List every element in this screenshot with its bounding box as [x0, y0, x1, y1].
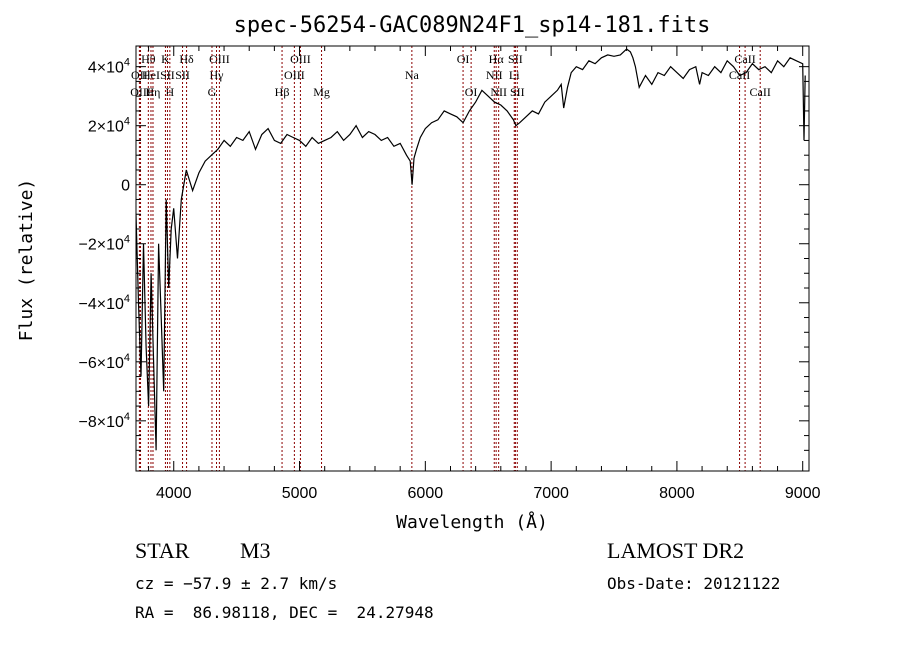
marker-label: NII	[486, 68, 503, 82]
y-tick-label: −6×104	[78, 352, 130, 372]
y-tick-label: 0	[121, 178, 130, 195]
object-subclass: M3	[240, 538, 271, 563]
spectrum-trace	[136, 48, 806, 451]
marker-label: G	[208, 85, 217, 99]
x-tick-label: 7000	[533, 485, 569, 502]
marker-label: OII	[131, 68, 148, 82]
marker-label: Hγ	[210, 68, 225, 82]
marker-label: SII	[160, 68, 175, 82]
marker-label: Li	[509, 68, 520, 82]
marker-label: OIII	[284, 68, 305, 82]
marker-label: Hθ	[141, 52, 156, 66]
y-tick-label: −2×104	[78, 234, 130, 254]
x-tick-label: 4000	[156, 485, 192, 502]
marker-label: OIII	[130, 85, 151, 99]
survey-name: LAMOST DR2	[607, 538, 745, 563]
marker-label: Na	[405, 68, 420, 82]
marker-label: Hα	[489, 52, 505, 66]
marker-label: H	[166, 85, 175, 99]
redshift-cz: cz = −57.9 ± 2.7 km/s	[135, 574, 338, 593]
marker-label: HeI	[142, 68, 160, 82]
coordinates: RA = 86.98118, DEC = 24.27948	[135, 603, 434, 622]
marker-label: SII	[508, 52, 523, 66]
y-tick-label: 4×104	[88, 57, 130, 77]
y-axis: 4×104 2×104 0 −2×104 −4×104 −6×104 −8×104	[78, 57, 809, 451]
marker-label: OI	[457, 52, 470, 66]
chart-title: spec-56254-GAC089N24F1_sp14-181.fits	[234, 13, 711, 38]
x-tick-label: 6000	[408, 485, 444, 502]
y-tick-label: −8×104	[78, 411, 130, 431]
marker-label: SII	[510, 85, 525, 99]
x-axis-label: Wavelength (Å)	[396, 511, 548, 533]
marker-label: Mg	[313, 85, 330, 99]
marker-label: OIII	[290, 52, 311, 66]
marker-label: Hδ	[179, 52, 194, 66]
observation-date: Obs-Date: 20121122	[607, 574, 781, 593]
object-class: STAR	[135, 538, 190, 563]
marker-label: NII	[490, 85, 507, 99]
x-axis: 4000 5000 6000 7000 8000 9000	[148, 46, 821, 502]
x-tick-label: 5000	[282, 485, 318, 502]
marker-label: SII	[175, 68, 190, 82]
y-tick-label: −4×104	[78, 293, 130, 313]
marker-label: CaII	[734, 52, 755, 66]
y-axis-label: Flux (relative)	[16, 179, 37, 342]
marker-label: K	[161, 52, 170, 66]
marker-label: Hη	[146, 85, 161, 99]
marker-label: Hβ	[275, 85, 290, 99]
spectrum-line	[136, 48, 806, 451]
marker-label: OI	[465, 85, 478, 99]
plot-frame	[135, 45, 810, 472]
x-tick-label: 8000	[659, 485, 695, 502]
marker-label: OIII	[209, 52, 230, 66]
y-tick-label: 2×104	[88, 116, 130, 136]
x-tick-label: 9000	[785, 485, 821, 502]
marker-label: CaII	[750, 85, 771, 99]
